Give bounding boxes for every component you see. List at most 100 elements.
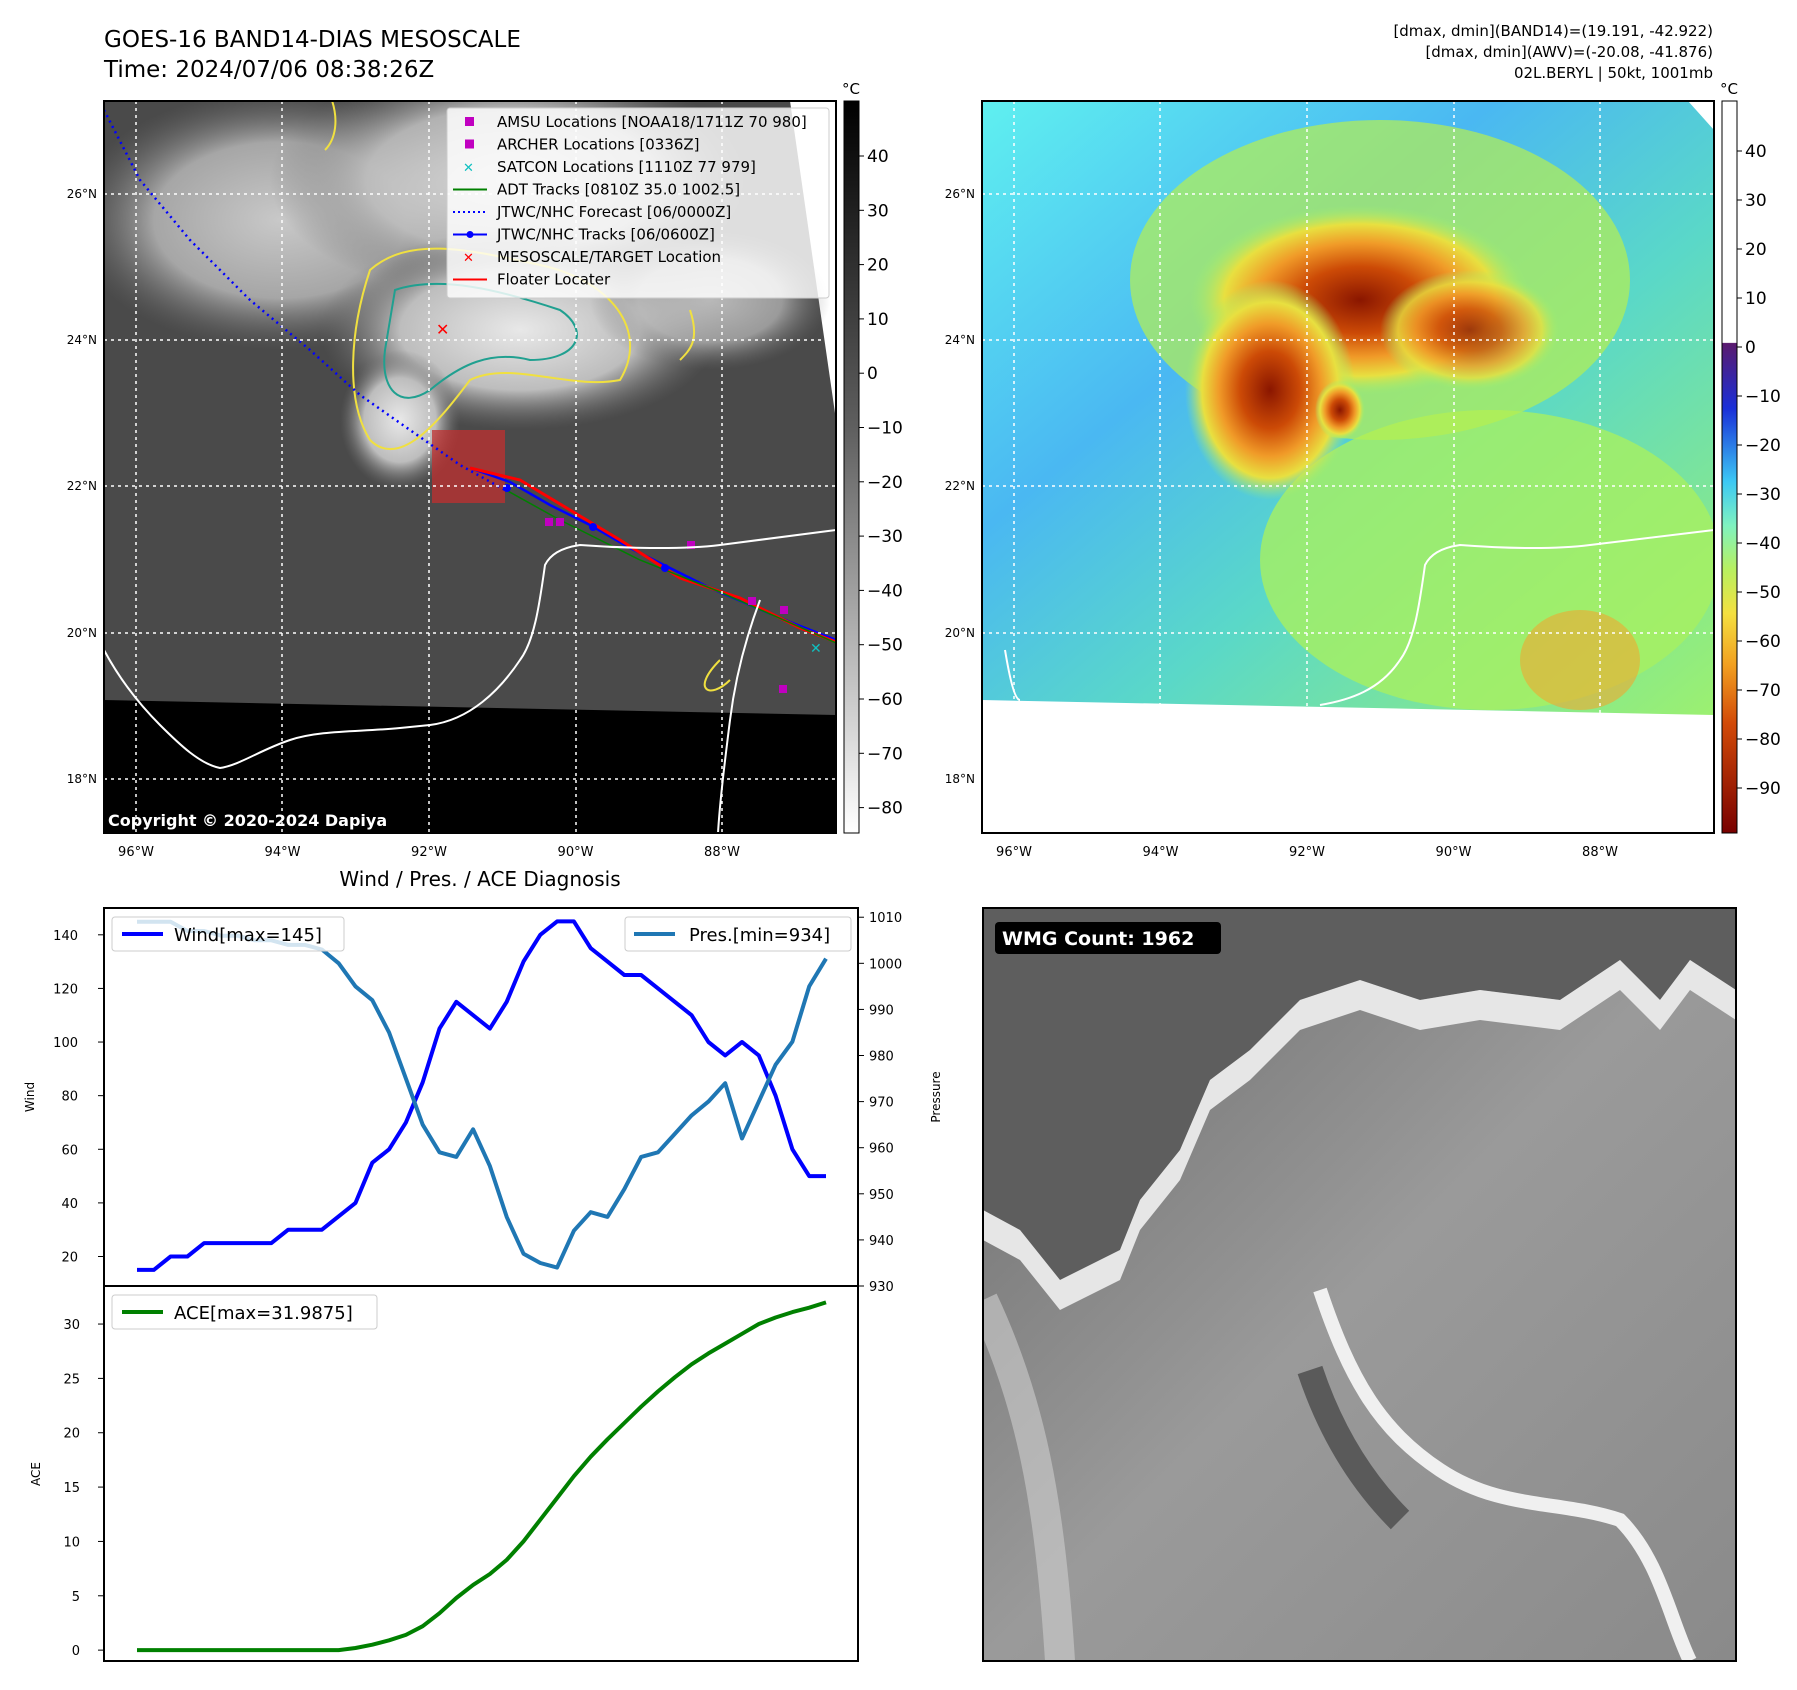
colorbar-tick-label: 0 <box>1745 338 1756 358</box>
awv-cold-cloud-5 <box>1520 610 1640 710</box>
lat-tick-label: 26°N <box>945 187 975 201</box>
legend-entry-8: Floater Locater <box>453 271 611 289</box>
pressure-legend-box <box>624 916 852 952</box>
info-line-3: 02L.BERYL | 50kt, 1001mb <box>1513 64 1713 82</box>
awv-colorbar-gradient <box>1721 100 1738 834</box>
ace-chart: 0 5 10 15 20 25 30 ACE ACE[max=31.9875] <box>29 1285 859 1662</box>
legend-x-marker: ✕ <box>463 161 474 176</box>
colorbar-tick-label: 10 <box>867 310 889 330</box>
legend-label: JTWC/NHC Forecast [06/0000Z] <box>496 203 731 221</box>
info-line-1: [dmax, dmin](BAND14)=(19.191, -42.922) <box>1393 22 1713 40</box>
colorbar-tick-label: 40 <box>867 147 889 167</box>
wmg-frame <box>982 907 1737 1662</box>
ace-plot-frame <box>103 1285 859 1662</box>
lat-tick-label: 22°N <box>945 479 975 493</box>
pressure-legend: Pres.[min=934] <box>624 916 852 952</box>
lon-tick-label: 90°W <box>558 845 594 860</box>
ir-map-frame <box>103 100 837 834</box>
amsu-location-2 <box>556 518 564 526</box>
pressure-ytick-label: 950 <box>869 1188 894 1203</box>
jtwc-track-point-3 <box>661 564 669 572</box>
info-line-2: [dmax, dmin](AWV)=(-20.08, -41.876) <box>1425 43 1713 61</box>
colorbar-tick-label: 30 <box>1745 191 1767 211</box>
legend-label: MESOSCALE/TARGET Location <box>497 248 721 266</box>
pressure-ytick-label: 960 <box>869 1142 894 1157</box>
wmg-count-box <box>995 922 1221 954</box>
legend-dot <box>466 231 474 238</box>
pressure-ytick-label: 980 <box>869 1050 894 1065</box>
colorbar-tick-label: −60 <box>867 690 903 710</box>
jtwc-track-point-2 <box>589 523 597 531</box>
legend-entry-4: ADT Tracks [0810Z 35.0 1002.5] <box>453 181 740 199</box>
lat-tick-label: 20°N <box>67 626 97 640</box>
map-legend-box <box>446 107 830 299</box>
awv-map-panel <box>982 101 1714 833</box>
colorbar-tick-label: −70 <box>1745 681 1781 701</box>
map-legend: AMSU Locations [NOAA18/1711Z 70 980] ARCH… <box>446 107 830 299</box>
ir-colorbar-unit: °C <box>842 80 860 98</box>
ir-colorbar: °C 40 30 20 10 0 −10 −20 −30 −40 −50 −60 −70 −80 <box>842 80 903 834</box>
legend-label: AMSU Locations [NOAA18/1711Z 70 980] <box>497 113 807 131</box>
lat-tick-label: 20°N <box>945 626 975 640</box>
awv-cold-cloud-2 <box>1185 280 1355 500</box>
lon-tick-label: 92°W <box>1289 845 1325 860</box>
figure-time: Time: 2024/07/06 08:38:26Z <box>104 57 435 83</box>
wmg-dark-eye <box>1297 1365 1410 1530</box>
lon-tick-label: 92°W <box>411 845 447 860</box>
pressure-ytick-label: 930 <box>869 1280 894 1295</box>
copyright-text: Copyright © 2020-2024 Dapiya <box>108 811 387 830</box>
archer-location-3 <box>780 606 788 614</box>
awv-cold-cloud-3 <box>1380 270 1560 390</box>
awv-colorbar: °C 40 30 20 10 0 −10 −20 −30 −40 −50 −60 −70 −80 −90 <box>1720 80 1781 834</box>
wind-pressure-plot-frame <box>103 907 859 1287</box>
legend-label: JTWC/NHC Tracks [06/0600Z] <box>496 226 715 244</box>
wmg-texture <box>983 1293 1075 1661</box>
ir-cloud-4 <box>340 350 460 490</box>
legend-entry-1: AMSU Locations [NOAA18/1711Z 70 980] <box>465 113 807 131</box>
pressure-ytick-label: 970 <box>869 1096 894 1111</box>
colorbar-tick-label: −20 <box>1745 436 1781 456</box>
legend-x-marker: ✕ <box>463 251 474 266</box>
legend-label: Floater Locater <box>497 271 611 289</box>
wind-ytick-label: 120 <box>53 982 78 997</box>
legend-square-marker <box>465 117 474 126</box>
colorbar-tick-label: −10 <box>867 419 903 439</box>
diagnosis-chart-title: Wind / Pres. / ACE Diagnosis <box>339 867 620 891</box>
mesoscale-target-box <box>432 430 505 503</box>
wind-ytick-label: 60 <box>61 1143 78 1158</box>
awv-gridlines <box>982 101 1714 833</box>
ace-ytick-label: 10 <box>63 1535 80 1550</box>
wind-ytick-label: 100 <box>53 1036 78 1051</box>
satcon-location-marker: ✕ <box>810 641 822 657</box>
wmg-bright-band <box>1313 1287 1697 1661</box>
adt-track-line <box>505 489 836 644</box>
colorbar-tick-label: −10 <box>1745 387 1781 407</box>
wmg-count-label: WMG Count: 1962 <box>1002 928 1194 950</box>
pressure-ytick-label: 1000 <box>869 957 902 972</box>
colorbar-tick-label: 30 <box>867 201 889 221</box>
legend-entry-7: ✕ MESOSCALE/TARGET Location <box>463 248 721 266</box>
colorbar-tick-label: 20 <box>867 256 889 276</box>
colorbar-tick-label: −50 <box>1745 583 1781 603</box>
wind-ytick-label: 80 <box>61 1090 78 1105</box>
ace-series-line <box>137 1300 827 1653</box>
awv-coastline <box>1004 529 1714 706</box>
legend-label: ARCHER Locations [0336Z] <box>497 136 700 154</box>
wmg-panel <box>983 908 1736 1661</box>
colorbar-tick-label: 0 <box>867 364 878 384</box>
ir-colorbar-gradient <box>843 100 860 834</box>
awv-colorbar-unit: °C <box>1720 80 1738 98</box>
wmg-dark-region <box>983 908 1736 1280</box>
amsu-location-1 <box>545 518 553 526</box>
lon-tick-label: 94°W <box>265 845 301 860</box>
colorbar-tick-label: −20 <box>867 473 903 493</box>
ace-ytick-label: 30 <box>63 1318 80 1333</box>
archer-location-4 <box>779 685 787 693</box>
pressure-ytick-label: 990 <box>869 1003 894 1018</box>
wind-legend: Wind[max=145] <box>111 916 345 952</box>
lat-tick-label: 24°N <box>67 333 97 347</box>
lat-tick-label: 18°N <box>945 772 975 786</box>
lon-tick-label: 96°W <box>118 845 154 860</box>
legend-square-marker <box>465 139 474 149</box>
